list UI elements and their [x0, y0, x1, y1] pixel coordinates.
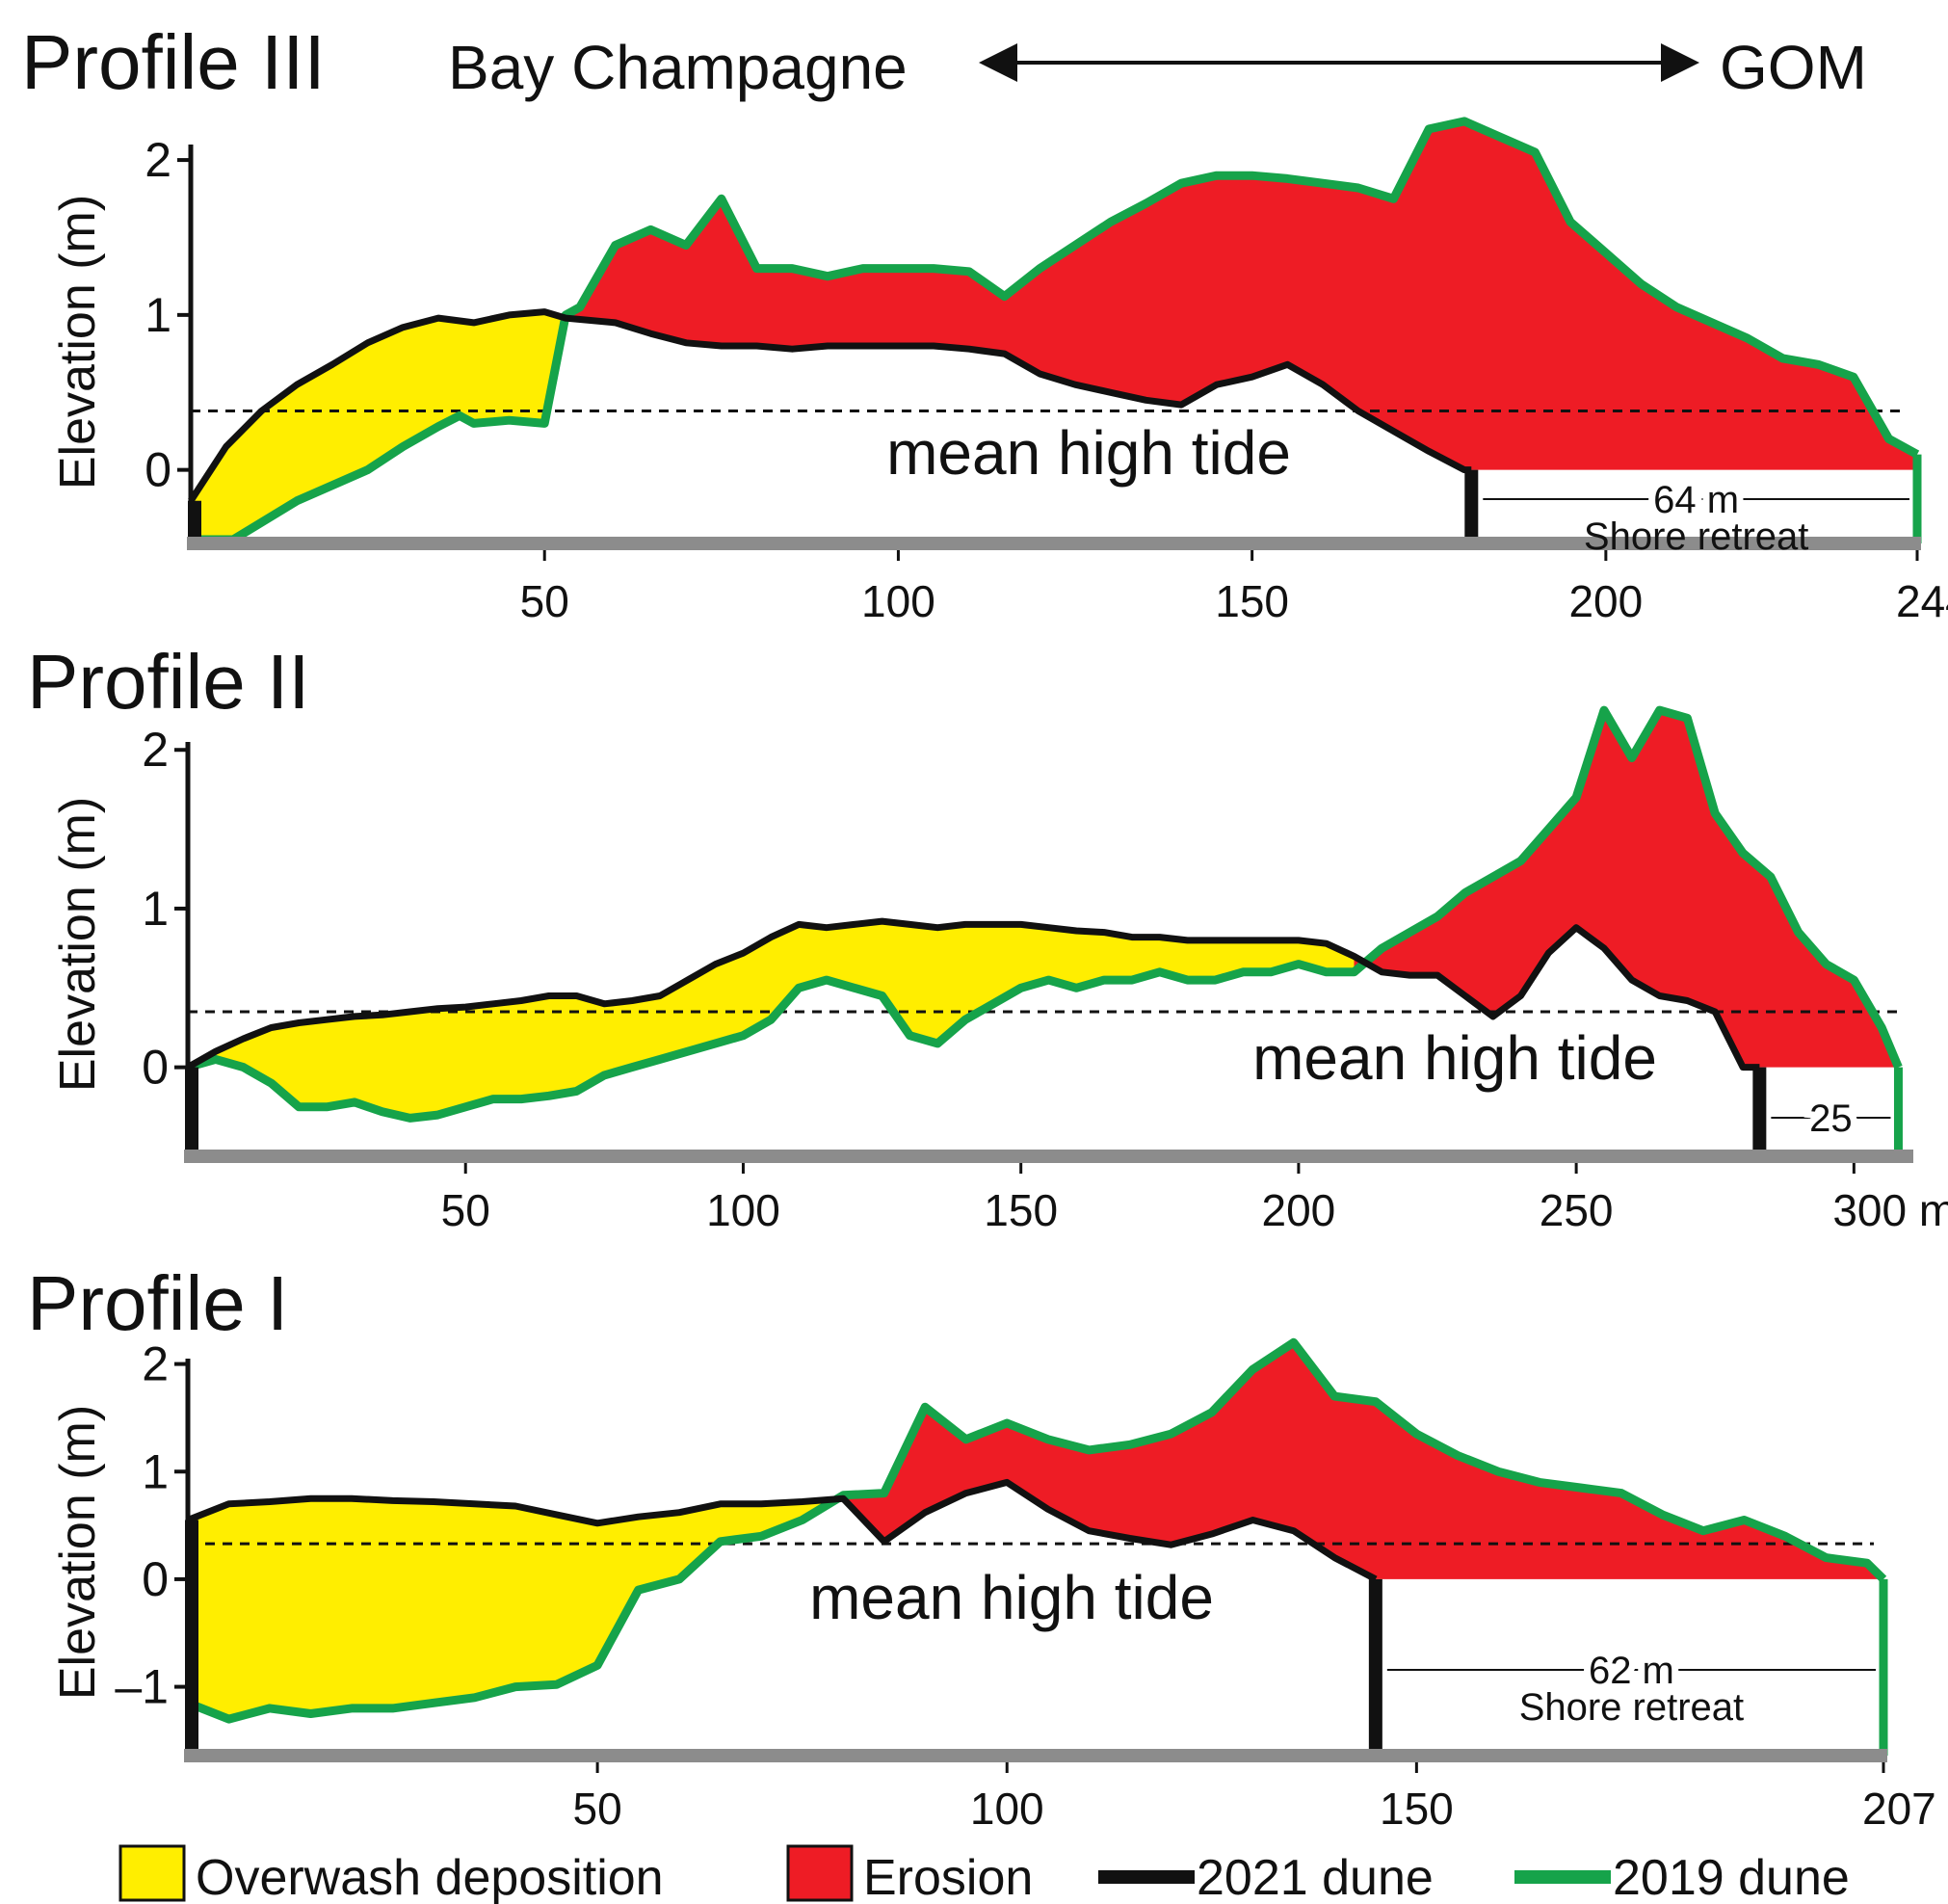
- shore-retreat-label: Shore retreat: [1519, 1686, 1744, 1729]
- legend-2021-label: 2021 dune: [1197, 1850, 1434, 1904]
- shore-retreat-distance: 62 m: [1589, 1650, 1674, 1692]
- legend-overwash-label: Overwash deposition: [196, 1850, 664, 1904]
- y-axis-label: Elevation (m): [50, 195, 106, 489]
- legend-erosion-label: Erosion: [863, 1850, 1033, 1904]
- x-tick-label: 207 m: [1862, 1784, 1948, 1834]
- shore-retreat-distance: 25: [1809, 1097, 1853, 1140]
- x-tick-label: 100: [706, 1185, 780, 1235]
- y-tick-label: 2: [145, 133, 171, 187]
- erosion-area: [566, 120, 1918, 470]
- x-axis-bar: [187, 537, 1921, 550]
- erosion-area: [1354, 710, 1899, 1068]
- y-tick-label: 0: [142, 1041, 169, 1095]
- dune-2021-line: [186, 1478, 1378, 1583]
- x-tick-label: 50: [441, 1185, 490, 1235]
- dune-2019-line: [191, 117, 1920, 544]
- y-tick-label: 1: [142, 1444, 169, 1498]
- y-tick-label: –1: [115, 1660, 169, 1714]
- x-tick-label: 50: [573, 1784, 622, 1834]
- x-axis-bar: [184, 1749, 1887, 1762]
- legend-erosion-swatch: [786, 1844, 854, 1902]
- y-tick-label: 1: [142, 882, 169, 936]
- overwash-area: [191, 311, 566, 540]
- dune-2019-line: [186, 1337, 1887, 1724]
- x-tick-label: 150: [1215, 576, 1289, 626]
- profile-i-panel: Profile I Elevation (m) –1 0 1 2 50 100 150 207 m…: [27, 1260, 1948, 1834]
- x-tick-label: 100: [970, 1784, 1044, 1834]
- mean-high-tide-label: mean high tide: [886, 418, 1291, 488]
- x-tick-label: 150: [1380, 1784, 1454, 1834]
- dune-2019-line: [186, 705, 1903, 1123]
- y-tick-label: 2: [142, 723, 169, 777]
- profile-iii-panel: Profile III Elevation (m) 0 1 2 50 100 150 200 24…: [21, 19, 1948, 626]
- legend-overwash-swatch: [118, 1844, 186, 1902]
- x-tick-label: 200: [1262, 1185, 1336, 1235]
- shore-retreat-label: Shore retreat: [1584, 516, 1808, 558]
- y-tick-label: 1: [145, 288, 171, 342]
- x-tick-label: 300 m: [1832, 1185, 1948, 1235]
- x-tick-label: 200: [1568, 576, 1643, 626]
- overwash-area: [188, 921, 1355, 1119]
- y-axis-label: Elevation (m): [50, 1405, 106, 1700]
- panel-title: Profile II: [27, 639, 309, 725]
- mean-high-tide-label: mean high tide: [1252, 1023, 1657, 1093]
- x-axis-bar: [184, 1150, 1913, 1163]
- x-tick-label: 250: [1540, 1185, 1614, 1235]
- legend-2019-label: 2019 dune: [1613, 1850, 1850, 1904]
- dune-2021-line: [186, 917, 1760, 1071]
- panel-title: Profile III: [21, 19, 326, 105]
- x-tick-label: 100: [861, 576, 935, 626]
- x-tick-label: 50: [520, 576, 569, 626]
- overwash-area: [188, 1494, 844, 1720]
- y-tick-label: 2: [142, 1337, 169, 1391]
- erosion-area: [843, 1342, 1884, 1579]
- x-tick-label: 150: [984, 1185, 1058, 1235]
- y-axis-label: Elevation (m): [50, 797, 106, 1092]
- y-tick-label: 0: [145, 443, 171, 497]
- shore-retreat-distance: 64 m: [1653, 479, 1739, 521]
- legend: Overwash deposition Erosion 2021 dune 20…: [118, 1844, 1850, 1904]
- header-left-label: Bay Champagne: [448, 33, 908, 102]
- y-tick-label: 0: [142, 1552, 169, 1606]
- panel-title: Profile I: [27, 1260, 288, 1346]
- dune-2021-line: [188, 308, 1472, 503]
- x-tick-label: 244 m: [1896, 576, 1948, 626]
- mean-high-tide-label: mean high tide: [809, 1563, 1214, 1632]
- header-right-label: GOM: [1720, 33, 1867, 102]
